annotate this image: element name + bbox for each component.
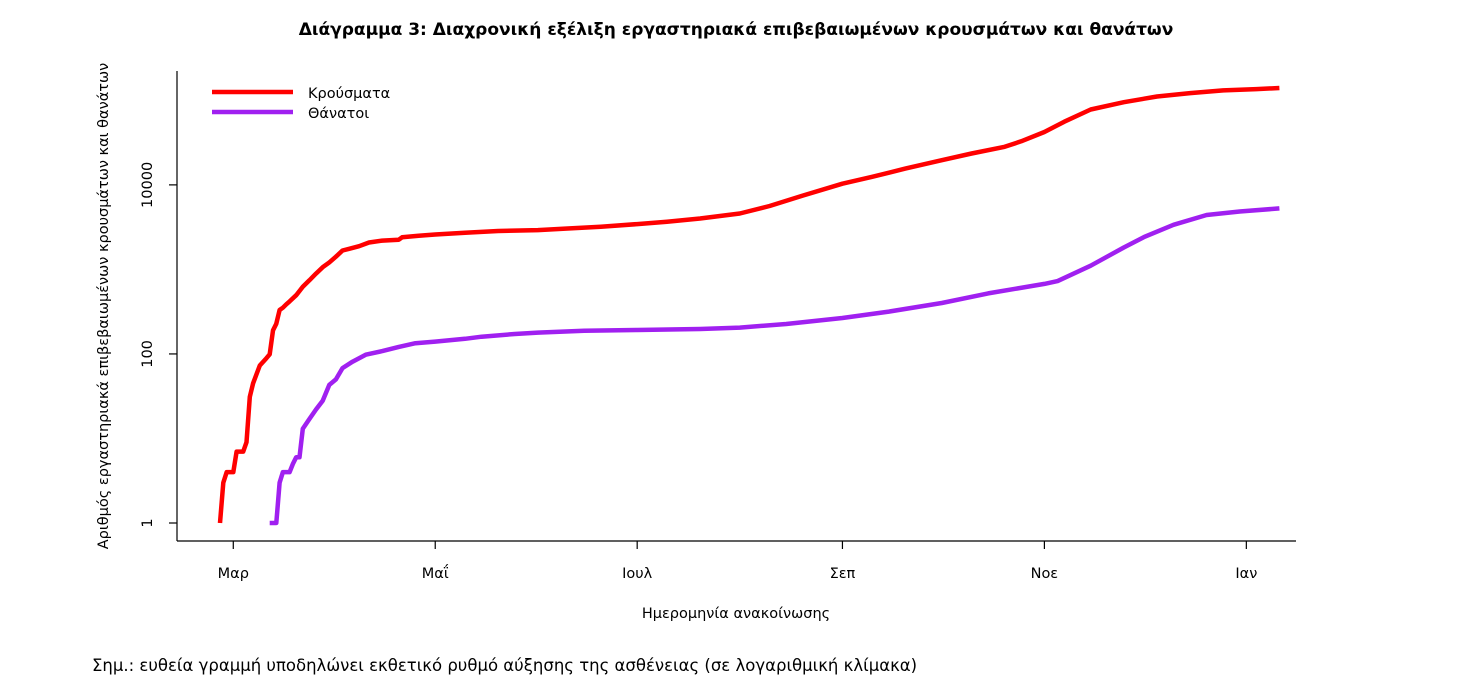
legend-label-deaths: Θάνατοι (308, 106, 369, 122)
x-tick-label: Ιουλ (622, 566, 653, 582)
y-tick-label: 1 (140, 518, 156, 527)
y-tick-label: 10000 (140, 162, 156, 208)
series-line-cases (217, 85, 1280, 524)
x-tick-label: Σεπ (830, 566, 856, 582)
chart-title: Διάγραμμα 3: Διαχρονική εξέλιξη εργαστηρ… (299, 20, 1174, 40)
y-axis-label: Αριθμός εργαστηριακά επιβεβαιωμένων κρου… (96, 63, 112, 549)
x-axis-label: Ημερομηνία ανακοίνωσης (642, 606, 830, 622)
legend-label-cases: Κρούσματα (308, 86, 390, 102)
x-ticks: Μαρ Μαΐ Ιουλ Σεπ Νοε Ιαν (218, 541, 1257, 582)
y-ticks: 1 100 10000 (140, 162, 177, 528)
axes (176, 71, 1296, 542)
series-lines (217, 85, 1280, 526)
x-tick-label: Ιαν (1235, 566, 1257, 582)
series-line-deaths (269, 206, 1280, 526)
legend: Κρούσματα Θάνατοι (212, 86, 390, 122)
x-tick-label: Νοε (1031, 566, 1059, 582)
x-tick-label: Μαΐ (422, 564, 449, 582)
chart-note: Σημ.: ευθεία γραμμή υποδηλώνει εκθετικό … (92, 656, 918, 675)
x-tick-label: Μαρ (218, 566, 249, 582)
y-tick-label: 100 (140, 340, 156, 368)
